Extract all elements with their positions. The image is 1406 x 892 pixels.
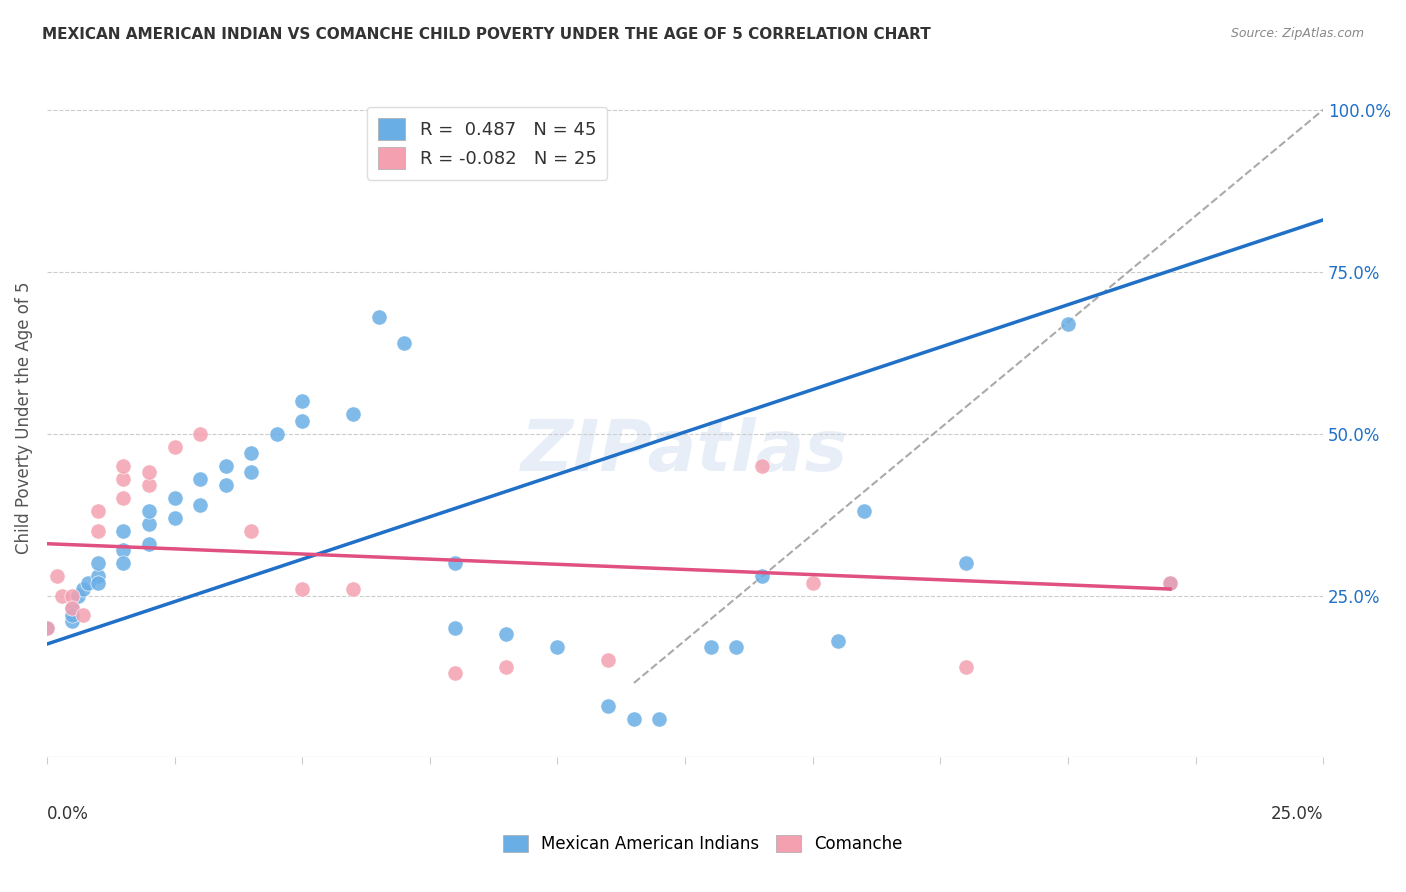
Point — [62, 601, 84, 615]
Point — [138, 504, 160, 518]
Point — [444, 621, 467, 635]
Point — [66, 589, 89, 603]
Point — [801, 575, 824, 590]
Point — [214, 458, 236, 473]
Point — [394, 335, 416, 350]
Point — [35, 621, 58, 635]
Point — [188, 498, 211, 512]
Point — [266, 426, 288, 441]
Point — [725, 640, 748, 655]
Text: Source: ZipAtlas.com: Source: ZipAtlas.com — [1230, 27, 1364, 40]
Point — [751, 569, 773, 583]
Legend: Mexican American Indians, Comanche: Mexican American Indians, Comanche — [495, 827, 911, 862]
Point — [76, 575, 98, 590]
Text: 0.0%: 0.0% — [46, 805, 89, 823]
Text: 25.0%: 25.0% — [1271, 805, 1323, 823]
Text: MEXICAN AMERICAN INDIAN VS COMANCHE CHILD POVERTY UNDER THE AGE OF 5 CORRELATION: MEXICAN AMERICAN INDIAN VS COMANCHE CHIL… — [42, 27, 931, 42]
Point — [72, 607, 94, 622]
Point — [751, 458, 773, 473]
Point — [444, 666, 467, 681]
Point — [112, 458, 135, 473]
Point — [138, 537, 160, 551]
Point — [1159, 575, 1181, 590]
Point — [240, 466, 263, 480]
Point — [138, 466, 160, 480]
Point — [112, 491, 135, 506]
Legend: R =  0.487   N = 45, R = -0.082   N = 25: R = 0.487 N = 45, R = -0.082 N = 25 — [367, 107, 607, 180]
Point — [955, 659, 977, 673]
Point — [367, 310, 389, 324]
Point — [112, 472, 135, 486]
Point — [546, 640, 568, 655]
Point — [112, 524, 135, 538]
Point — [35, 621, 58, 635]
Point — [112, 543, 135, 558]
Point — [112, 556, 135, 570]
Point — [699, 640, 721, 655]
Point — [62, 601, 84, 615]
Point — [495, 659, 517, 673]
Point — [598, 653, 620, 667]
Point — [342, 407, 364, 421]
Point — [598, 698, 620, 713]
Point — [87, 556, 110, 570]
Y-axis label: Child Poverty Under the Age of 5: Child Poverty Under the Age of 5 — [15, 281, 32, 554]
Point — [62, 607, 84, 622]
Point — [188, 426, 211, 441]
Point — [163, 491, 186, 506]
Text: ZIPatlas: ZIPatlas — [522, 417, 849, 486]
Point — [852, 504, 875, 518]
Point — [46, 569, 69, 583]
Point — [62, 589, 84, 603]
Point — [291, 394, 314, 409]
Point — [87, 575, 110, 590]
Point — [138, 517, 160, 532]
Point — [72, 582, 94, 596]
Point — [342, 582, 364, 596]
Point — [827, 633, 849, 648]
Point — [87, 504, 110, 518]
Point — [1057, 317, 1080, 331]
Point — [1159, 575, 1181, 590]
Point — [51, 589, 73, 603]
Point — [163, 440, 186, 454]
Point — [240, 524, 263, 538]
Point — [623, 712, 645, 726]
Point — [214, 478, 236, 492]
Point — [188, 472, 211, 486]
Point — [163, 510, 186, 524]
Point — [495, 627, 517, 641]
Point — [291, 414, 314, 428]
Point — [955, 556, 977, 570]
Point — [240, 446, 263, 460]
Point — [444, 556, 467, 570]
Point — [87, 524, 110, 538]
Point — [62, 615, 84, 629]
Point — [87, 569, 110, 583]
Point — [291, 582, 314, 596]
Point — [138, 478, 160, 492]
Point — [648, 712, 671, 726]
